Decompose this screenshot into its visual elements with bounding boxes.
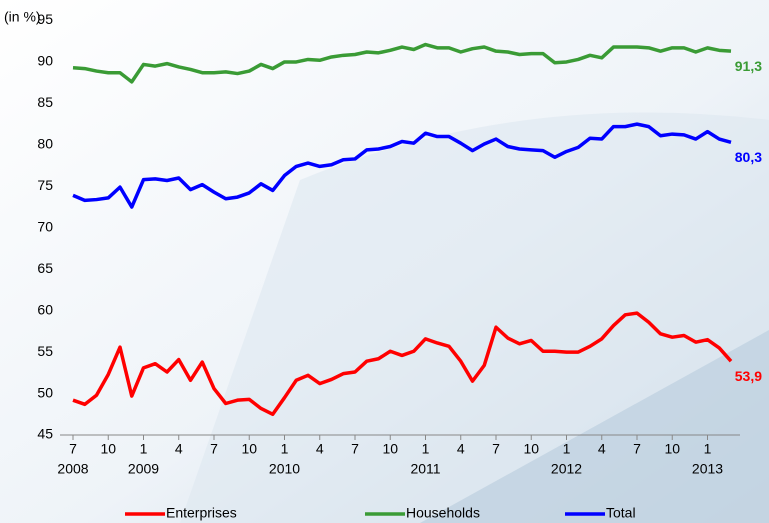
series-line	[72, 122, 732, 209]
x-tick-label: 1	[704, 441, 712, 457]
y-tick-label: 80	[37, 136, 53, 152]
y-tick-label: 70	[37, 218, 53, 234]
y-tick-label: 55	[37, 343, 53, 359]
y-tick-label: 45	[37, 426, 53, 442]
legend-label: Total	[606, 505, 636, 521]
x-tick-label: 10	[382, 441, 398, 457]
y-tick-label: 50	[37, 384, 53, 400]
x-tick-label: 10	[241, 441, 257, 457]
y-tick-label: 75	[37, 177, 53, 193]
x-year-label: 2008	[57, 461, 88, 477]
x-tick-label: 1	[422, 441, 430, 457]
x-tick-label: 1	[563, 441, 571, 457]
x-year-label: 2010	[269, 461, 300, 477]
x-tick-label: 10	[100, 441, 116, 457]
end-value-label: 91,3	[735, 58, 762, 74]
x-tick-label: 7	[69, 441, 77, 457]
end-value-label: 53,9	[735, 368, 762, 384]
x-tick-label: 10	[523, 441, 539, 457]
x-tick-label: 7	[492, 441, 500, 457]
legend-label: Households	[406, 505, 480, 521]
x-year-label: 2013	[692, 461, 723, 477]
building-decoration	[420, 330, 769, 523]
series-line	[72, 311, 733, 417]
x-tick-label: 10	[664, 441, 680, 457]
y-tick-label: 90	[37, 53, 53, 69]
x-tick-label: 1	[140, 441, 148, 457]
x-tick-label: 7	[351, 441, 359, 457]
x-tick-label: 7	[633, 441, 641, 457]
x-year-label: 2009	[128, 461, 159, 477]
x-tick-label: 4	[175, 441, 183, 457]
y-tick-label: 95	[37, 11, 53, 27]
x-tick-label: 4	[457, 441, 465, 457]
legend-label: Enterprises	[166, 505, 237, 521]
series-line	[72, 42, 732, 84]
x-tick-label: 4	[598, 441, 606, 457]
x-year-label: 2012	[551, 461, 582, 477]
x-tick-label: 4	[316, 441, 324, 457]
plot: 45 50 55 60 65 70 75 80 85 90 95 7 2008 10 1 2009 4 7 10 1 2…	[37, 11, 762, 521]
y-tick-label: 85	[37, 94, 53, 110]
end-value-label: 80,3	[735, 149, 762, 165]
x-tick-label: 1	[281, 441, 289, 457]
x-tick-label: 7	[210, 441, 218, 457]
y-tick-label: 60	[37, 301, 53, 317]
y-tick-label: 65	[37, 260, 53, 276]
x-year-label: 2011	[410, 461, 440, 477]
y-axis-label: (in %)	[4, 9, 41, 25]
